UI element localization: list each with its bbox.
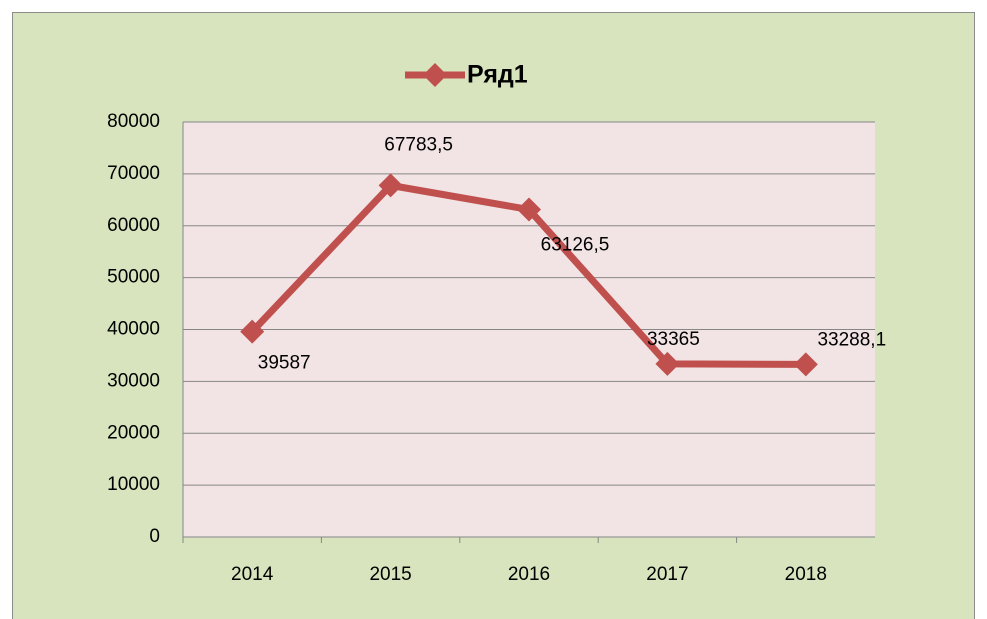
x-tick-label: 2015 <box>369 564 411 585</box>
data-label: 33288,1 <box>817 329 886 350</box>
y-tick-label: 20000 <box>107 422 160 443</box>
y-tick-label: 50000 <box>107 267 160 288</box>
x-tick-label: 2014 <box>231 564 274 585</box>
y-tick-label: 30000 <box>107 370 160 391</box>
y-tick-label: 0 <box>149 526 160 547</box>
point-marker <box>240 319 265 344</box>
x-tick-label: 2017 <box>646 564 688 585</box>
data-label: 33365 <box>647 329 700 350</box>
y-tick-label: 60000 <box>107 215 160 236</box>
point-marker <box>378 173 403 198</box>
x-tick-label: 2016 <box>508 564 550 585</box>
y-tick-label: 10000 <box>107 474 160 495</box>
legend-label: Ряд1 <box>467 61 528 89</box>
y-tick-label: 70000 <box>107 163 160 184</box>
point-marker <box>655 351 680 376</box>
y-tick-label: 40000 <box>107 319 160 340</box>
point-marker <box>793 352 818 377</box>
data-label: 67783,5 <box>384 134 453 155</box>
data-label: 63126,5 <box>541 235 610 256</box>
legend-marker <box>423 63 447 87</box>
x-tick-label: 2018 <box>785 564 827 585</box>
point-marker <box>517 197 541 222</box>
y-tick-label: 80000 <box>107 111 160 132</box>
data-label: 39587 <box>258 353 311 374</box>
